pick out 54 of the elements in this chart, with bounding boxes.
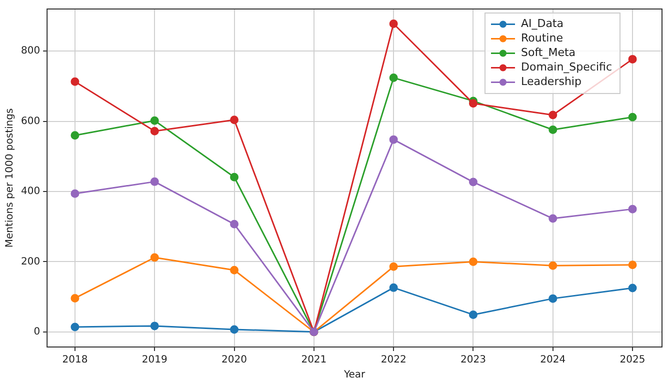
point (230, 266, 239, 274)
point (548, 214, 558, 223)
point (70, 294, 80, 302)
x-tick-label: 2018 (62, 354, 88, 366)
point (468, 310, 478, 319)
point (70, 131, 80, 140)
point (230, 172, 239, 182)
point (628, 204, 637, 214)
point (468, 257, 478, 266)
point (628, 112, 637, 122)
point (230, 325, 239, 334)
point (150, 126, 159, 136)
point (468, 178, 478, 186)
point (230, 220, 239, 228)
point (548, 294, 558, 303)
x-tick-label: 2023 (460, 354, 486, 366)
x-tick-label: 2022 (380, 354, 406, 366)
point (70, 77, 80, 86)
legend-label: Routine (521, 32, 564, 45)
point (628, 284, 637, 292)
point (150, 116, 159, 125)
y-tick-label: 0 (34, 326, 40, 338)
legend-label: Domain_Specific (521, 60, 612, 74)
point (468, 99, 478, 108)
point (70, 189, 80, 198)
y-tick-label: 800 (20, 46, 40, 57)
legend-label: Leadership (521, 75, 582, 88)
legend-label: Soft_Meta (521, 46, 576, 60)
x-tick-label: 2019 (142, 354, 168, 366)
point (150, 253, 159, 262)
x-axis-title: Year (342, 370, 366, 381)
point (389, 19, 398, 28)
x-tick-label: 2025 (620, 354, 646, 366)
x-tick-label: 2020 (222, 354, 247, 366)
point (70, 322, 80, 332)
y-axis-title: Mentions per 1000 postings (4, 108, 16, 248)
y-tick-label: 600 (20, 116, 40, 127)
y-tick-label: 400 (20, 186, 40, 198)
point (150, 177, 159, 186)
x-tick-label: 2021 (301, 354, 327, 366)
point (548, 110, 558, 120)
legend-label: AI_Data (521, 17, 564, 30)
y-tick-label: 200 (20, 256, 40, 268)
point (150, 322, 159, 330)
point (628, 54, 637, 64)
x-tick-label: 2024 (540, 354, 566, 366)
point (548, 125, 558, 134)
point (548, 261, 558, 270)
point (628, 260, 637, 270)
point (389, 283, 398, 292)
point (389, 135, 398, 144)
point (389, 74, 398, 82)
point (230, 116, 239, 124)
point (389, 262, 398, 271)
